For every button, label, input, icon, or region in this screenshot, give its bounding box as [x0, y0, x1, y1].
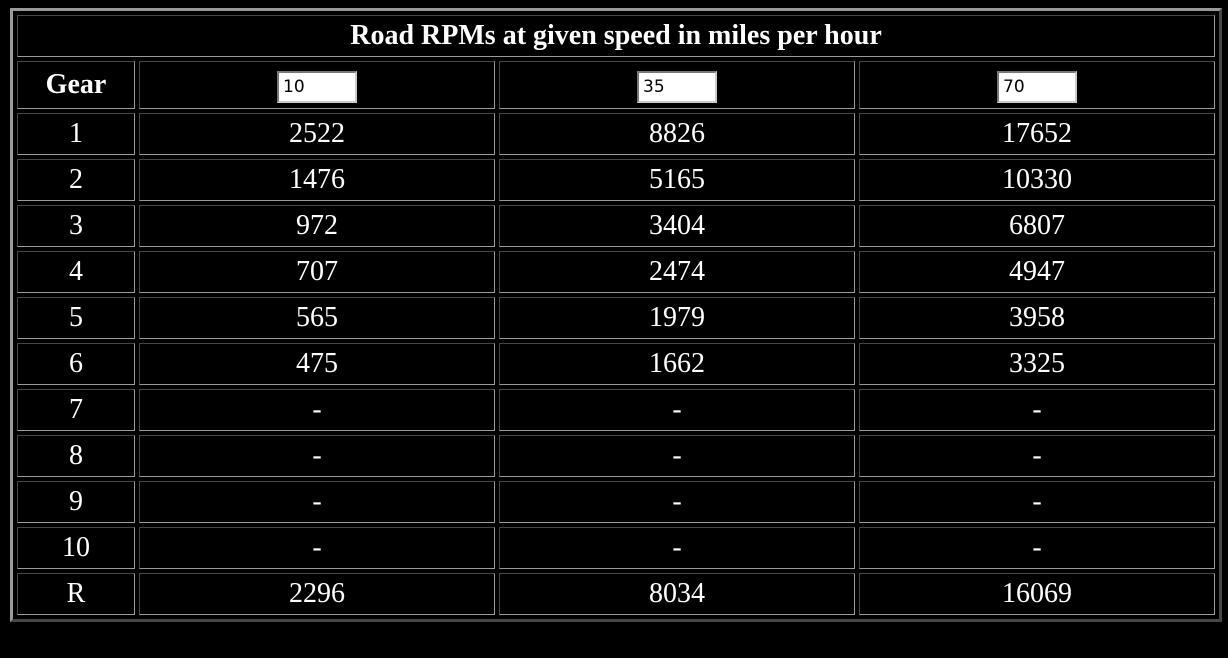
- gear-cell: R: [17, 573, 135, 615]
- rpm-cell: -: [139, 389, 495, 431]
- speed-input[interactable]: [637, 70, 717, 103]
- gear-row: 7---: [17, 389, 1215, 431]
- gear-cell: 5: [17, 297, 135, 339]
- rpm-cell: 8826: [499, 113, 855, 155]
- rpm-cell: 6807: [859, 205, 1215, 247]
- speed-input[interactable]: [277, 70, 357, 103]
- gear-row: 8---: [17, 435, 1215, 477]
- gear-cell: 6: [17, 343, 135, 385]
- rpm-cell: 8034: [499, 573, 855, 615]
- gear-cell: 9: [17, 481, 135, 523]
- gear-cell: 1: [17, 113, 135, 155]
- rpm-cell: 17652: [859, 113, 1215, 155]
- rpm-cell: -: [139, 481, 495, 523]
- rpm-cell: 565: [139, 297, 495, 339]
- gear-row: 1 2522 8826 17652: [17, 113, 1215, 155]
- rpm-cell: 2522: [139, 113, 495, 155]
- gear-row: 9---: [17, 481, 1215, 523]
- rpm-cell: 475: [139, 343, 495, 385]
- rpm-cell: 3404: [499, 205, 855, 247]
- gear-row: 3 972 3404 6807: [17, 205, 1215, 247]
- gear-row: 10- - -: [17, 527, 1215, 569]
- rpm-cell: -: [499, 481, 855, 523]
- gear-cell: 2: [17, 159, 135, 201]
- rpm-cell: -: [499, 435, 855, 477]
- rpm-cell: -: [499, 389, 855, 431]
- gear-cell: 10: [17, 527, 135, 569]
- rpm-cell: -: [859, 527, 1215, 569]
- speed-cell: [139, 61, 495, 109]
- rpm-cell: 1979: [499, 297, 855, 339]
- rpm-cell: -: [139, 435, 495, 477]
- gear-row: R 2296 8034 16069: [17, 573, 1215, 615]
- speed-input[interactable]: [997, 70, 1077, 103]
- gear-row: 2 1476 5165 10330: [17, 159, 1215, 201]
- gear-cell: 4: [17, 251, 135, 293]
- rpm-cell: -: [859, 389, 1215, 431]
- title-row: Road RPMs at given speed in miles per ho…: [17, 15, 1215, 57]
- speed-cell: [499, 61, 855, 109]
- gear-cell: 7: [17, 389, 135, 431]
- rpm-cell: 4947: [859, 251, 1215, 293]
- rpm-cell: 3325: [859, 343, 1215, 385]
- rpm-cell: -: [499, 527, 855, 569]
- gear-row: 4 707 2474 4947: [17, 251, 1215, 293]
- rpm-cell: 5165: [499, 159, 855, 201]
- table-title: Road RPMs at given speed in miles per ho…: [17, 15, 1215, 57]
- rpm-cell: 3958: [859, 297, 1215, 339]
- rpm-table: Road RPMs at given speed in miles per ho…: [10, 8, 1222, 622]
- rpm-cell: -: [859, 481, 1215, 523]
- gear-cell: 3: [17, 205, 135, 247]
- rpm-cell: -: [139, 527, 495, 569]
- gear-header: Gear: [17, 61, 135, 109]
- gear-row: 5 565 1979 3958: [17, 297, 1215, 339]
- rpm-cell: 707: [139, 251, 495, 293]
- header-row: Gear: [17, 61, 1215, 109]
- rpm-cell: 1476: [139, 159, 495, 201]
- rpm-cell: 1662: [499, 343, 855, 385]
- rpm-cell: 10330: [859, 159, 1215, 201]
- speed-cell: [859, 61, 1215, 109]
- rpm-cell: 2474: [499, 251, 855, 293]
- rpm-cell: 16069: [859, 573, 1215, 615]
- gear-row: 6 475 1662 3325: [17, 343, 1215, 385]
- gear-cell: 8: [17, 435, 135, 477]
- rpm-cell: -: [859, 435, 1215, 477]
- rpm-cell: 972: [139, 205, 495, 247]
- rpm-cell: 2296: [139, 573, 495, 615]
